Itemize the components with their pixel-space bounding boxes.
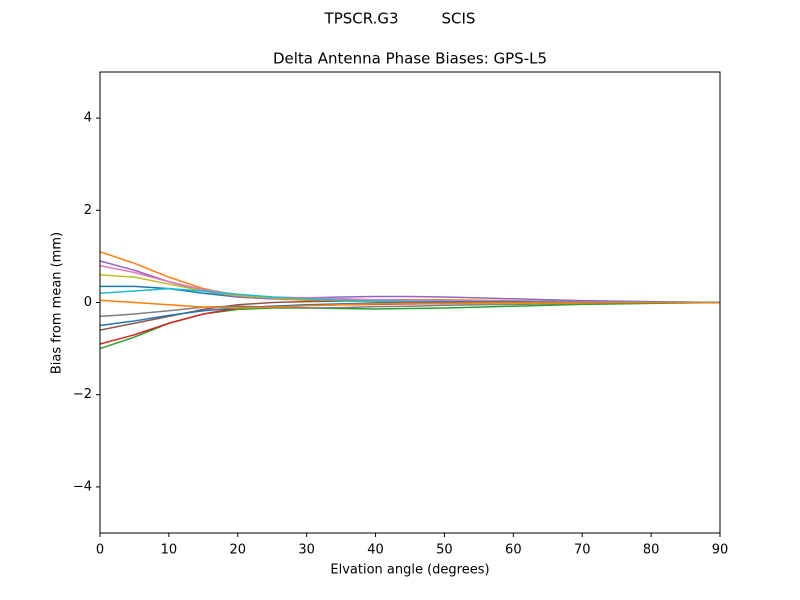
y-tick-label: −4 — [73, 479, 92, 494]
suptitle: TPSCR.G3 SCIS — [324, 10, 476, 28]
x-tick-label: 30 — [298, 543, 315, 558]
x-tick-label: 20 — [230, 543, 247, 558]
series-line — [99, 299, 720, 309]
y-tick-label: 4 — [84, 111, 92, 126]
plot-area — [99, 251, 721, 350]
x-tick-label: 90 — [712, 543, 729, 558]
x-tick-label: 10 — [161, 543, 178, 558]
y-tick-label: 2 — [84, 203, 92, 218]
series-line — [99, 260, 721, 304]
y-axis-label: Bias from mean (mm) — [50, 232, 65, 374]
x-axis-label: Elvation angle (degrees) — [330, 563, 489, 578]
y-tick-label: −2 — [73, 387, 92, 402]
x-tick-label: 0 — [96, 543, 104, 558]
y-tick-label: 0 — [84, 295, 92, 310]
x-tick-label: 50 — [436, 543, 453, 558]
x-tick-label: 40 — [367, 543, 384, 558]
chart-title: Delta Antenna Phase Biases: GPS-L5 — [273, 50, 547, 68]
x-tick-label: 80 — [643, 543, 660, 558]
series-line — [99, 301, 721, 350]
series-line — [99, 251, 720, 304]
x-tick-label: 70 — [574, 543, 591, 558]
x-tick-label: 60 — [505, 543, 522, 558]
